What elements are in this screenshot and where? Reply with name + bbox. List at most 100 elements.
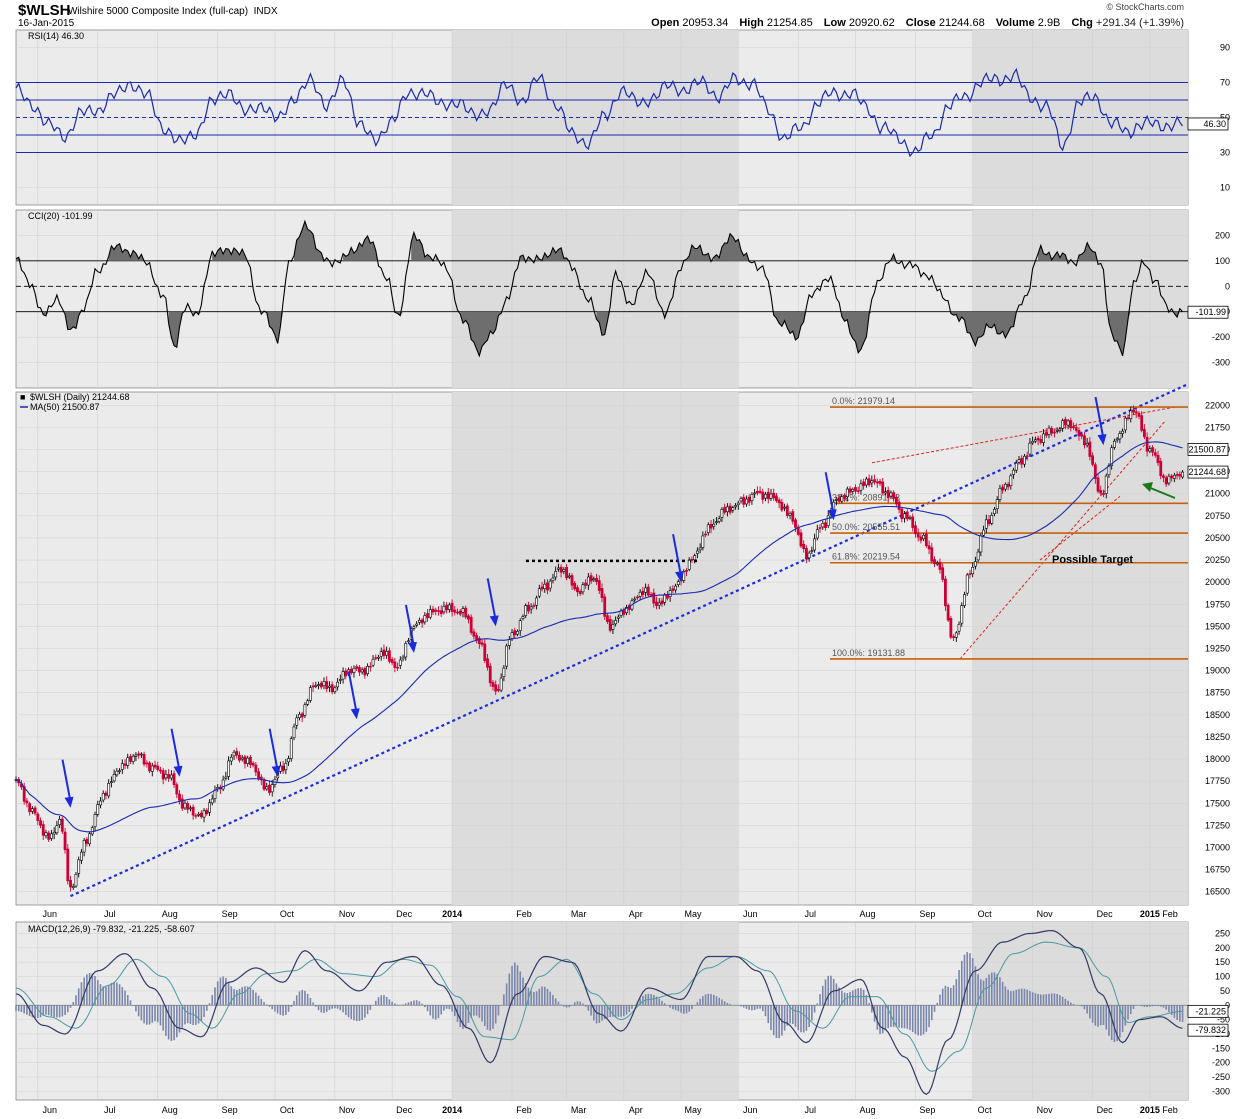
candle-body bbox=[363, 667, 367, 676]
chart-ticker: $WLSH bbox=[18, 2, 71, 19]
candle-body bbox=[987, 519, 991, 525]
candle-body bbox=[616, 616, 620, 619]
candle-body bbox=[1066, 420, 1070, 426]
candle-body bbox=[510, 632, 514, 639]
candle-body bbox=[1023, 455, 1026, 465]
ma-last-value: 21500.87 bbox=[1188, 444, 1226, 454]
candle-body bbox=[458, 610, 462, 615]
candle-body bbox=[1132, 409, 1135, 413]
candle-body bbox=[1181, 471, 1184, 478]
cci-overbought-fill bbox=[16, 221, 1145, 261]
candle-body bbox=[646, 586, 650, 596]
candle-body bbox=[118, 770, 121, 772]
candle-body bbox=[995, 499, 999, 509]
candle-body bbox=[949, 618, 953, 638]
candle-body bbox=[954, 632, 958, 638]
candle-body bbox=[1039, 439, 1043, 443]
price-legend: $WLSH (Daily) 21244.68 bbox=[30, 392, 130, 402]
candle-body bbox=[39, 820, 42, 826]
candle-body bbox=[227, 760, 230, 777]
candle-body bbox=[368, 665, 372, 668]
candle-body bbox=[693, 555, 697, 560]
candle-body bbox=[668, 590, 672, 597]
candle-body bbox=[358, 667, 361, 673]
candle-body bbox=[723, 507, 727, 513]
macd-y-tick: -300 bbox=[1212, 1086, 1230, 1096]
candle-body bbox=[1088, 441, 1092, 457]
candle-body bbox=[360, 669, 364, 673]
candle-body bbox=[1172, 475, 1176, 479]
candle-body bbox=[464, 607, 468, 618]
candle-body bbox=[1009, 475, 1013, 486]
macd-year-shade bbox=[972, 922, 1188, 1100]
low-value: 20920.62 bbox=[848, 17, 895, 29]
candle-body bbox=[303, 704, 307, 716]
blue-arrow bbox=[268, 728, 281, 777]
blue-arrow-head bbox=[489, 615, 499, 627]
close-last-value: 21244.68 bbox=[1188, 467, 1226, 477]
candle-body bbox=[461, 608, 465, 613]
candle-body bbox=[636, 596, 639, 599]
candle-body bbox=[807, 552, 811, 559]
cci-year-shade bbox=[972, 210, 1188, 388]
macd-y-tick: 50 bbox=[1220, 986, 1230, 996]
close-last-value-box bbox=[1187, 465, 1229, 479]
candle-body bbox=[565, 567, 568, 579]
candle-body bbox=[998, 488, 1002, 500]
price-x-label: 2015 bbox=[1140, 909, 1160, 919]
price-y-tick: 17500 bbox=[1205, 798, 1230, 808]
cci-last-value: -101.99 bbox=[1195, 307, 1226, 317]
candle-body bbox=[1042, 433, 1045, 443]
candle-body bbox=[935, 562, 939, 565]
macd-x-label: Aug bbox=[859, 1105, 875, 1115]
candle-body bbox=[1129, 410, 1133, 419]
rsi-y-tick: 50 bbox=[1220, 113, 1230, 123]
macd-y-tick: 250 bbox=[1215, 928, 1230, 938]
candle-body bbox=[183, 802, 187, 809]
possible-target-label: Possible Target bbox=[1052, 554, 1133, 566]
candle-body bbox=[251, 762, 255, 766]
candle-body bbox=[213, 789, 217, 799]
price-y-tick: 19500 bbox=[1205, 621, 1230, 631]
candle-body bbox=[873, 479, 876, 483]
candle-body bbox=[764, 493, 767, 499]
candle-body bbox=[439, 610, 443, 615]
price-y-tick: 19250 bbox=[1205, 644, 1230, 654]
candle-body bbox=[66, 848, 70, 882]
candle-body bbox=[404, 643, 408, 658]
green-arrow-shaft bbox=[1147, 486, 1176, 499]
candle-body bbox=[878, 481, 882, 484]
candle-body bbox=[537, 588, 541, 597]
candle-body bbox=[775, 495, 778, 502]
blue-arrow-shaft bbox=[824, 472, 835, 515]
candle-body bbox=[535, 597, 538, 606]
candle-body bbox=[1083, 435, 1086, 446]
candle-body bbox=[903, 513, 906, 519]
candle-body bbox=[516, 631, 519, 635]
candle-body bbox=[486, 658, 489, 668]
candle-body bbox=[477, 637, 481, 645]
candle-body bbox=[156, 765, 160, 770]
candle-body bbox=[1164, 477, 1168, 485]
candle-body bbox=[521, 616, 525, 619]
candle-body bbox=[325, 681, 329, 689]
candle-body bbox=[115, 770, 119, 776]
blue-arrow-shaft bbox=[347, 671, 358, 714]
chg-label: Chg bbox=[1071, 17, 1093, 29]
candle-body bbox=[377, 656, 380, 659]
candle-body bbox=[859, 483, 863, 491]
candle-body bbox=[374, 657, 378, 659]
candle-body bbox=[864, 478, 868, 486]
price-x-label: Sep bbox=[919, 909, 935, 919]
candle-body bbox=[897, 501, 901, 510]
candle-body bbox=[1110, 447, 1114, 467]
candle-body bbox=[208, 802, 211, 813]
candle-body bbox=[210, 798, 214, 804]
candle-body bbox=[104, 792, 108, 796]
candle-body bbox=[1069, 420, 1073, 429]
close-value: 21244.68 bbox=[938, 17, 985, 29]
candle-body bbox=[371, 658, 375, 666]
candle-body bbox=[856, 490, 860, 492]
candle-body bbox=[1074, 427, 1078, 431]
candle-body bbox=[235, 750, 239, 756]
